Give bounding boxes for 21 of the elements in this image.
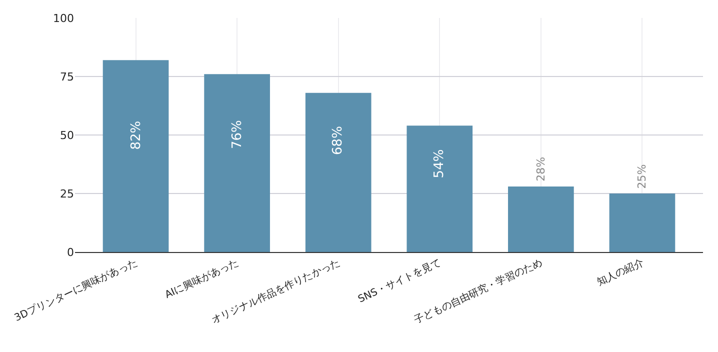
data-label: 68% (330, 126, 346, 155)
y-tick-label: 75 (60, 70, 74, 84)
bar (609, 194, 676, 252)
x-tick-label: 3Dプリンターに興味があった (12, 256, 140, 324)
bar (102, 60, 169, 252)
bar (204, 74, 270, 252)
y-tick-label: 0 (67, 246, 74, 259)
bar (406, 126, 473, 252)
data-label: 28% (534, 156, 548, 182)
x-tick-label: AIに興味があった (163, 256, 240, 301)
data-label: 25% (636, 164, 649, 189)
y-tick-label: 25 (60, 187, 74, 200)
data-label: 82% (128, 120, 144, 150)
y-tick-label: 100 (53, 12, 74, 25)
bar (305, 92, 372, 252)
x-tick-label: 知人の紹介 (595, 256, 646, 288)
data-label: 54% (432, 149, 448, 178)
data-label: 76% (230, 120, 246, 150)
bar (508, 186, 574, 252)
x-tick-label: SNS・サイトを見て (356, 257, 444, 306)
y-tick-label: 50 (60, 128, 74, 142)
